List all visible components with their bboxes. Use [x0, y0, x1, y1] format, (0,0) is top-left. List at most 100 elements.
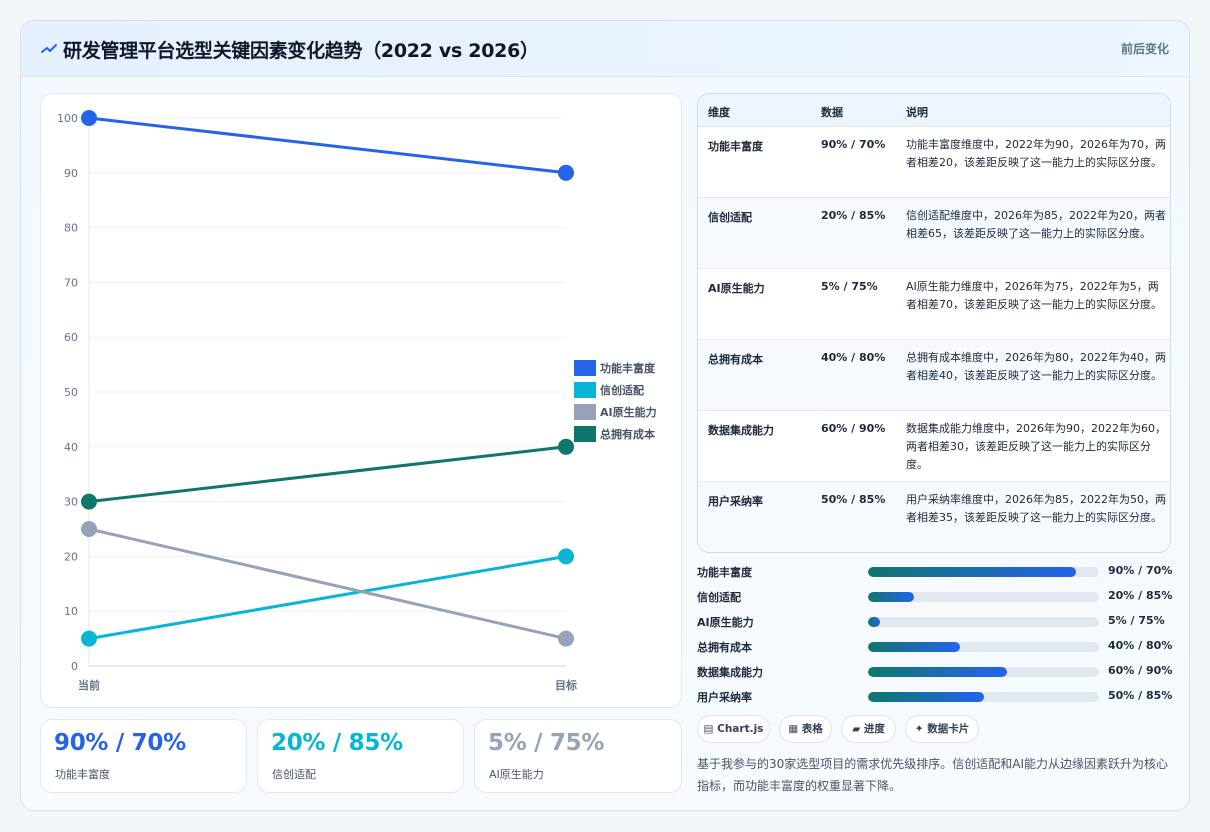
progress-track: [868, 567, 1099, 577]
header: 研发管理平台选型关键因素变化趋势（2022 vs 2026） 前后变化: [21, 21, 1189, 77]
kpi-label: AI原生能力: [489, 768, 544, 781]
y-tick-label: 0: [71, 660, 78, 673]
kpi-card-xinchuang: 20% / 85% 信创适配: [257, 719, 464, 793]
kpi-value: 5% / 75%: [488, 730, 605, 756]
cell-description: 功能丰富度维度中，2022年为90，2026年为70，两者相差20，该差距反映了…: [906, 138, 1166, 169]
progress-row: 信创适配 20% / 85%: [697, 587, 1173, 607]
table-row: 数据集成能力 60% / 90% 数据集成能力维度中，2026年为90，2022…: [698, 411, 1170, 482]
progress-label: 功能丰富度: [697, 566, 752, 579]
th-description: 说明: [906, 106, 928, 119]
page-title: 研发管理平台选型关键因素变化趋势（2022 vs 2026）: [63, 40, 539, 62]
y-tick-label: 30: [64, 496, 78, 509]
progress-fill: [868, 667, 1007, 677]
cell-description: 信创适配维度中，2026年为85，2022年为20，两者相差65，该差距反映了这…: [906, 209, 1166, 240]
table-row: 功能丰富度 90% / 70% 功能丰富度维度中，2022年为90，2026年为…: [698, 127, 1170, 198]
progress-value: 5% / 75%: [1108, 614, 1165, 627]
progress-track: [868, 667, 1099, 677]
data-point: [81, 630, 97, 647]
tag-data-card[interactable]: ✦ 数据卡片: [905, 715, 979, 743]
cell-description: 总拥有成本维度中，2026年为80，2022年为40，两者相差40，该差距反映了…: [906, 351, 1166, 382]
footnote: 基于我参与的30家选型项目的需求优先级排序。信创适配和AI能力从边缘因素跃升为核…: [697, 757, 1169, 793]
x-tick-label: 目标: [555, 678, 577, 692]
line-chart: 0 10 20 30 40 50 60 70 80 90 100 当前 目标 功能丰富度信创适配 AI原生能…: [40, 93, 682, 708]
y-tick-label: 20: [64, 550, 78, 563]
tag-chartjs[interactable]: ▤ Chart.js: [697, 715, 770, 743]
cell-dimension: 信创适配: [708, 211, 752, 224]
legend-label: 功能丰富度: [600, 361, 656, 375]
main-card: 研发管理平台选型关键因素变化趋势（2022 vs 2026） 前后变化 0 10 2…: [20, 20, 1190, 811]
progress-row: 总拥有成本 40% / 80%: [697, 637, 1173, 657]
cell-dimension: 总拥有成本: [708, 353, 763, 366]
progress-fill: [868, 642, 961, 652]
kpi-label: 信创适配: [272, 768, 316, 781]
progress-track: [868, 592, 1099, 602]
series-line: [88, 554, 567, 641]
data-point: [558, 548, 574, 565]
cell-data: 90% / 70%: [821, 138, 886, 151]
data-point: [81, 110, 97, 126]
kpi-card-ai: 5% / 75% AI原生能力: [474, 719, 682, 793]
y-tick-label: 90: [64, 167, 78, 180]
y-tick-label: 50: [64, 386, 78, 399]
table-row: AI原生能力 5% / 75% AI原生能力维度中，2026年为75，2022年…: [698, 269, 1170, 340]
y-tick-label: 100: [57, 112, 78, 125]
progress-fill: [868, 692, 984, 702]
y-tick-label: 60: [64, 331, 78, 344]
progress-track: [868, 692, 1099, 702]
y-tick-label: 80: [64, 222, 78, 235]
progress-label: 用户采纳率: [697, 691, 752, 704]
progress-track: [868, 642, 1099, 652]
y-tick-label: 40: [64, 441, 78, 454]
tag-progress[interactable]: ▰ 进度: [841, 715, 896, 743]
y-tick-label: 70: [64, 276, 78, 289]
progress-fill: [868, 567, 1076, 577]
progress-row: 数据集成能力 60% / 90%: [697, 662, 1172, 682]
cell-dimension: 用户采纳率: [708, 495, 763, 508]
legend-swatch: [574, 382, 596, 398]
progress-row: 用户采纳率 50% / 85%: [697, 687, 1172, 707]
data-point: [558, 164, 574, 181]
progress-value: 90% / 70%: [1108, 564, 1173, 577]
y-tick-label: 10: [64, 605, 78, 618]
tag-table[interactable]: ▦ 表格: [779, 715, 832, 743]
series-line: [88, 116, 567, 175]
table-row: 信创适配 20% / 85% 信创适配维度中，2026年为85，2022年为20…: [698, 198, 1170, 269]
data-point: [558, 630, 574, 647]
cell-data: 50% / 85%: [821, 493, 886, 506]
legend-swatch: [574, 360, 596, 376]
legend-swatch: [574, 426, 596, 442]
table-row: 用户采纳率 50% / 85% 用户采纳率维度中，2026年为85，2022年为…: [698, 482, 1170, 552]
x-tick-label: 当前: [78, 678, 100, 692]
kpi-label: 功能丰富度: [55, 768, 110, 781]
trend-icon: [41, 44, 57, 53]
progress-track: [868, 617, 1099, 627]
legend-label: 信创适配: [600, 383, 644, 397]
legend-label: 总拥有成本: [600, 427, 655, 441]
cell-data: 60% / 90%: [821, 422, 886, 435]
kpi-value: 20% / 85%: [271, 730, 403, 756]
progress-value: 20% / 85%: [1108, 589, 1173, 602]
progress-label: 数据集成能力: [697, 666, 763, 679]
cell-data: 5% / 75%: [821, 280, 878, 293]
series-line: [88, 445, 567, 504]
th-dimension: 维度: [708, 106, 730, 119]
progress-value: 40% / 80%: [1108, 639, 1173, 652]
kpi-card-function: 90% / 70% 功能丰富度: [40, 719, 247, 793]
data-point: [81, 493, 97, 510]
legend-swatch: [574, 404, 596, 420]
progress-label: 信创适配: [697, 591, 741, 604]
cell-description: 数据集成能力维度中，2026年为90，2022年为60，两者相差30，该差距反映…: [906, 422, 1166, 471]
th-data: 数据: [821, 106, 843, 119]
data-point: [558, 438, 574, 455]
cell-description: 用户采纳率维度中，2026年为85，2022年为50，两者相差35，该差距反映了…: [906, 493, 1166, 524]
legend-label: AI原生能力: [600, 405, 657, 419]
progress-fill: [868, 592, 915, 602]
cell-dimension: AI原生能力: [708, 282, 765, 295]
table-header: 维度 数据 说明: [698, 94, 1170, 127]
data-point: [81, 521, 97, 537]
progress-label: AI原生能力: [697, 616, 754, 629]
cell-dimension: 功能丰富度: [708, 140, 763, 153]
progress-row: 功能丰富度 90% / 70%: [697, 562, 1173, 582]
progress-row: AI原生能力 5% / 75%: [697, 612, 1171, 632]
